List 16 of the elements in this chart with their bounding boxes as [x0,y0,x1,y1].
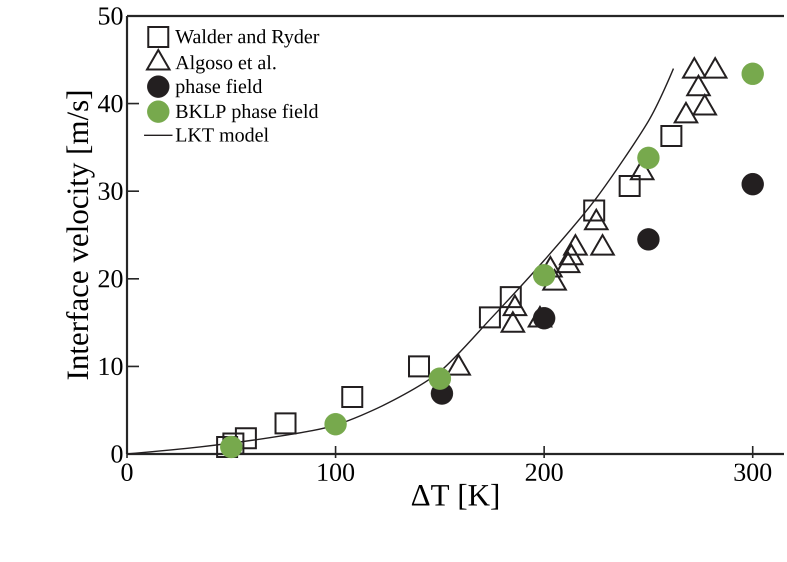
legend-label: phase field [176,78,262,98]
x-axis-title: ΔT [K] [412,484,498,510]
y-axis-title: Interface velocity [m/s] [66,92,95,380]
legend-label: LKT model [176,128,269,142]
x-tick-label: 300 [734,464,772,482]
x-tick-label: 200 [526,464,563,482]
legend-label: Walder and Ryder [175,29,320,48]
x-tick-label: 100 [318,464,354,482]
y-tick-label: 10 [100,358,122,376]
y-tick-label: 50 [98,7,122,25]
y-tick-label: 40 [98,94,122,112]
legend-label: BKLP phase field [176,104,318,122]
y-tick-label: 0 [111,445,122,463]
legend-label: Algoso et al. [175,55,276,74]
y-tick-label: 30 [98,182,122,200]
y-tick-label: 20 [98,270,122,288]
